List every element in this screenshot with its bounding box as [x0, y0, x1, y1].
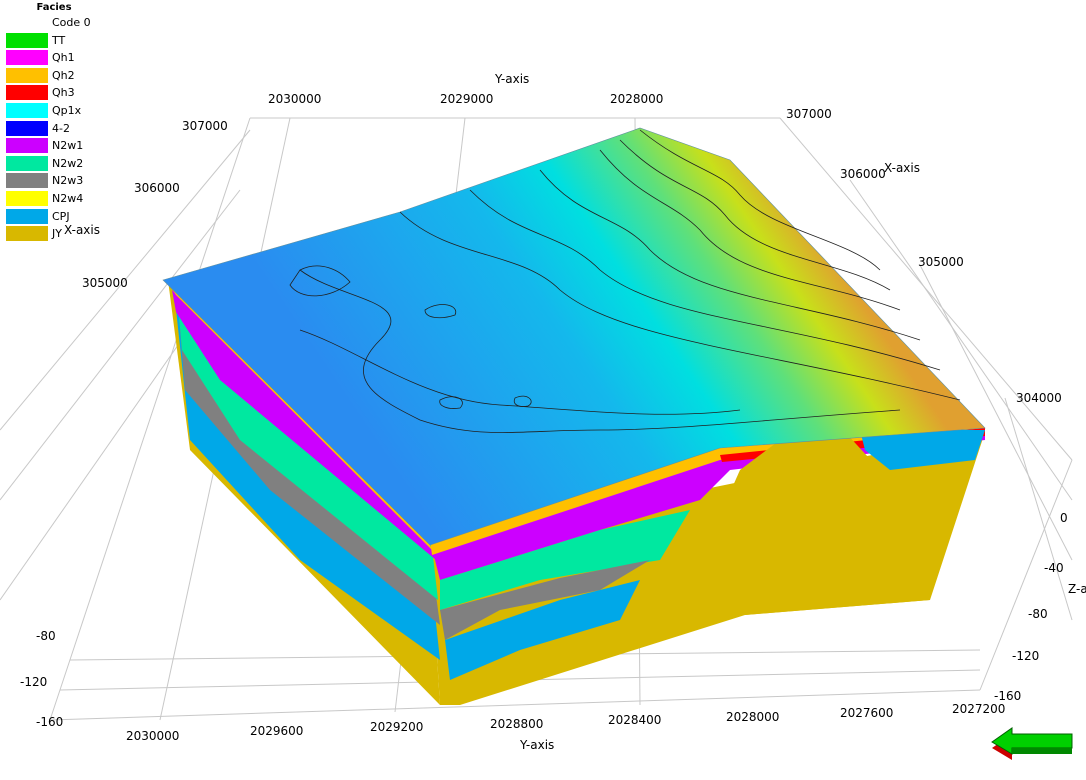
- legend-item: N2w2: [4, 155, 104, 173]
- y-tick-bottom: 2029200: [370, 720, 423, 734]
- legend-label: Qh1: [52, 51, 75, 65]
- legend-label: Qh2: [52, 68, 75, 82]
- model-side-walls: [168, 280, 985, 705]
- legend-item: 4-2: [4, 120, 104, 138]
- legend-item: N2w1: [4, 137, 104, 155]
- legend-swatch: [6, 67, 48, 83]
- x-tick-right: 307000: [786, 107, 832, 121]
- legend-swatch: [6, 226, 48, 242]
- z-tick-left: -160: [36, 715, 63, 729]
- z-tick-left: -80: [36, 629, 56, 643]
- y-tick-bottom: 2028400: [608, 713, 661, 727]
- legend-item: TT: [4, 32, 104, 50]
- legend-label: N2w4: [52, 191, 84, 205]
- legend-label: Qh3: [52, 86, 75, 100]
- legend-label: Code 0: [52, 16, 91, 29]
- legend-label: JY: [52, 227, 62, 241]
- legend-swatch: [6, 102, 48, 118]
- y-tick-bottom: 2030000: [126, 729, 179, 743]
- legend-swatch: [6, 15, 48, 30]
- x-tick-left: 305000: [82, 276, 128, 290]
- legend-swatch: [6, 120, 48, 136]
- legend-item: JY: [4, 225, 104, 243]
- legend-label: N2w3: [52, 174, 84, 188]
- legend-item: Qh2: [4, 67, 104, 85]
- legend-label: N2w1: [52, 139, 84, 153]
- legend-item: Qh3: [4, 84, 104, 102]
- legend-item: N2w4: [4, 190, 104, 208]
- x-tick-right: 306000: [840, 167, 886, 181]
- axis-labels: Y-axis 2030000 2029000 2028000 307000 30…: [20, 72, 1086, 752]
- legend-item: Qp1x: [4, 102, 104, 120]
- x-tick-left: 306000: [134, 181, 180, 195]
- y-tick-bottom: 2027200: [952, 702, 1005, 716]
- z-axis-title-right: Z-axis: [1068, 582, 1086, 596]
- y-tick-bottom: 2027600: [840, 706, 893, 720]
- y-axis-title-bottom: Y-axis: [519, 738, 554, 752]
- legend-swatch: [6, 32, 48, 48]
- z-tick-right: -40: [1044, 561, 1064, 575]
- legend-label: 4-2: [52, 121, 70, 135]
- x-tick-right: 305000: [918, 255, 964, 269]
- legend-swatch: [6, 85, 48, 101]
- z-tick-right: -160: [994, 689, 1021, 703]
- arrow-left-icon[interactable]: [990, 726, 1074, 766]
- x-tick-right: 304000: [1016, 391, 1062, 405]
- legend-item: Qh1: [4, 49, 104, 67]
- legend-item: N2w3: [4, 172, 104, 190]
- legend-label: TT: [52, 33, 66, 47]
- legend-label: Qp1x: [52, 103, 82, 117]
- x-axis-title-left: X-axis: [64, 223, 100, 237]
- y-tick-top: 2030000: [268, 92, 321, 106]
- legend-items: Code 0 TT Qh1 Qh2 Qh3 Qp1x 4-2 N2w1 N2w2 N2w3 N2w4…: [4, 14, 104, 243]
- y-tick-bottom: 2028800: [490, 717, 543, 731]
- x-axis-title-right: X-axis: [884, 161, 920, 175]
- legend-label: N2w2: [52, 156, 84, 170]
- z-tick-right: -120: [1012, 649, 1039, 663]
- legend-item: Code 0: [4, 14, 104, 32]
- y-tick-bottom: 2029600: [250, 724, 303, 738]
- legend-label: CPJ: [52, 209, 70, 223]
- legend-swatch: [6, 155, 48, 171]
- x-tick-left: 307000: [182, 119, 228, 133]
- z-tick-right: 0: [1060, 511, 1068, 525]
- legend-swatch: [6, 208, 48, 224]
- legend-swatch: [6, 138, 48, 154]
- legend-title: Facies: [36, 2, 72, 13]
- legend-item: CPJ: [4, 208, 104, 226]
- facies-legend: Facies Code 0 TT Qh1 Qh2 Qh3 Qp1x 4-2 N2w1 N2w2 N…: [4, 2, 104, 243]
- y-axis-title-top: Y-axis: [494, 72, 529, 86]
- top-surface: [162, 127, 986, 546]
- y-tick-top: 2028000: [610, 92, 663, 106]
- y-tick-bottom: 2028000: [726, 710, 779, 724]
- z-tick-left: -120: [20, 675, 47, 689]
- y-tick-top: 2029000: [440, 92, 493, 106]
- legend-swatch: [6, 173, 48, 189]
- legend-swatch: [6, 50, 48, 66]
- z-tick-right: -80: [1028, 607, 1048, 621]
- legend-swatch: [6, 190, 48, 206]
